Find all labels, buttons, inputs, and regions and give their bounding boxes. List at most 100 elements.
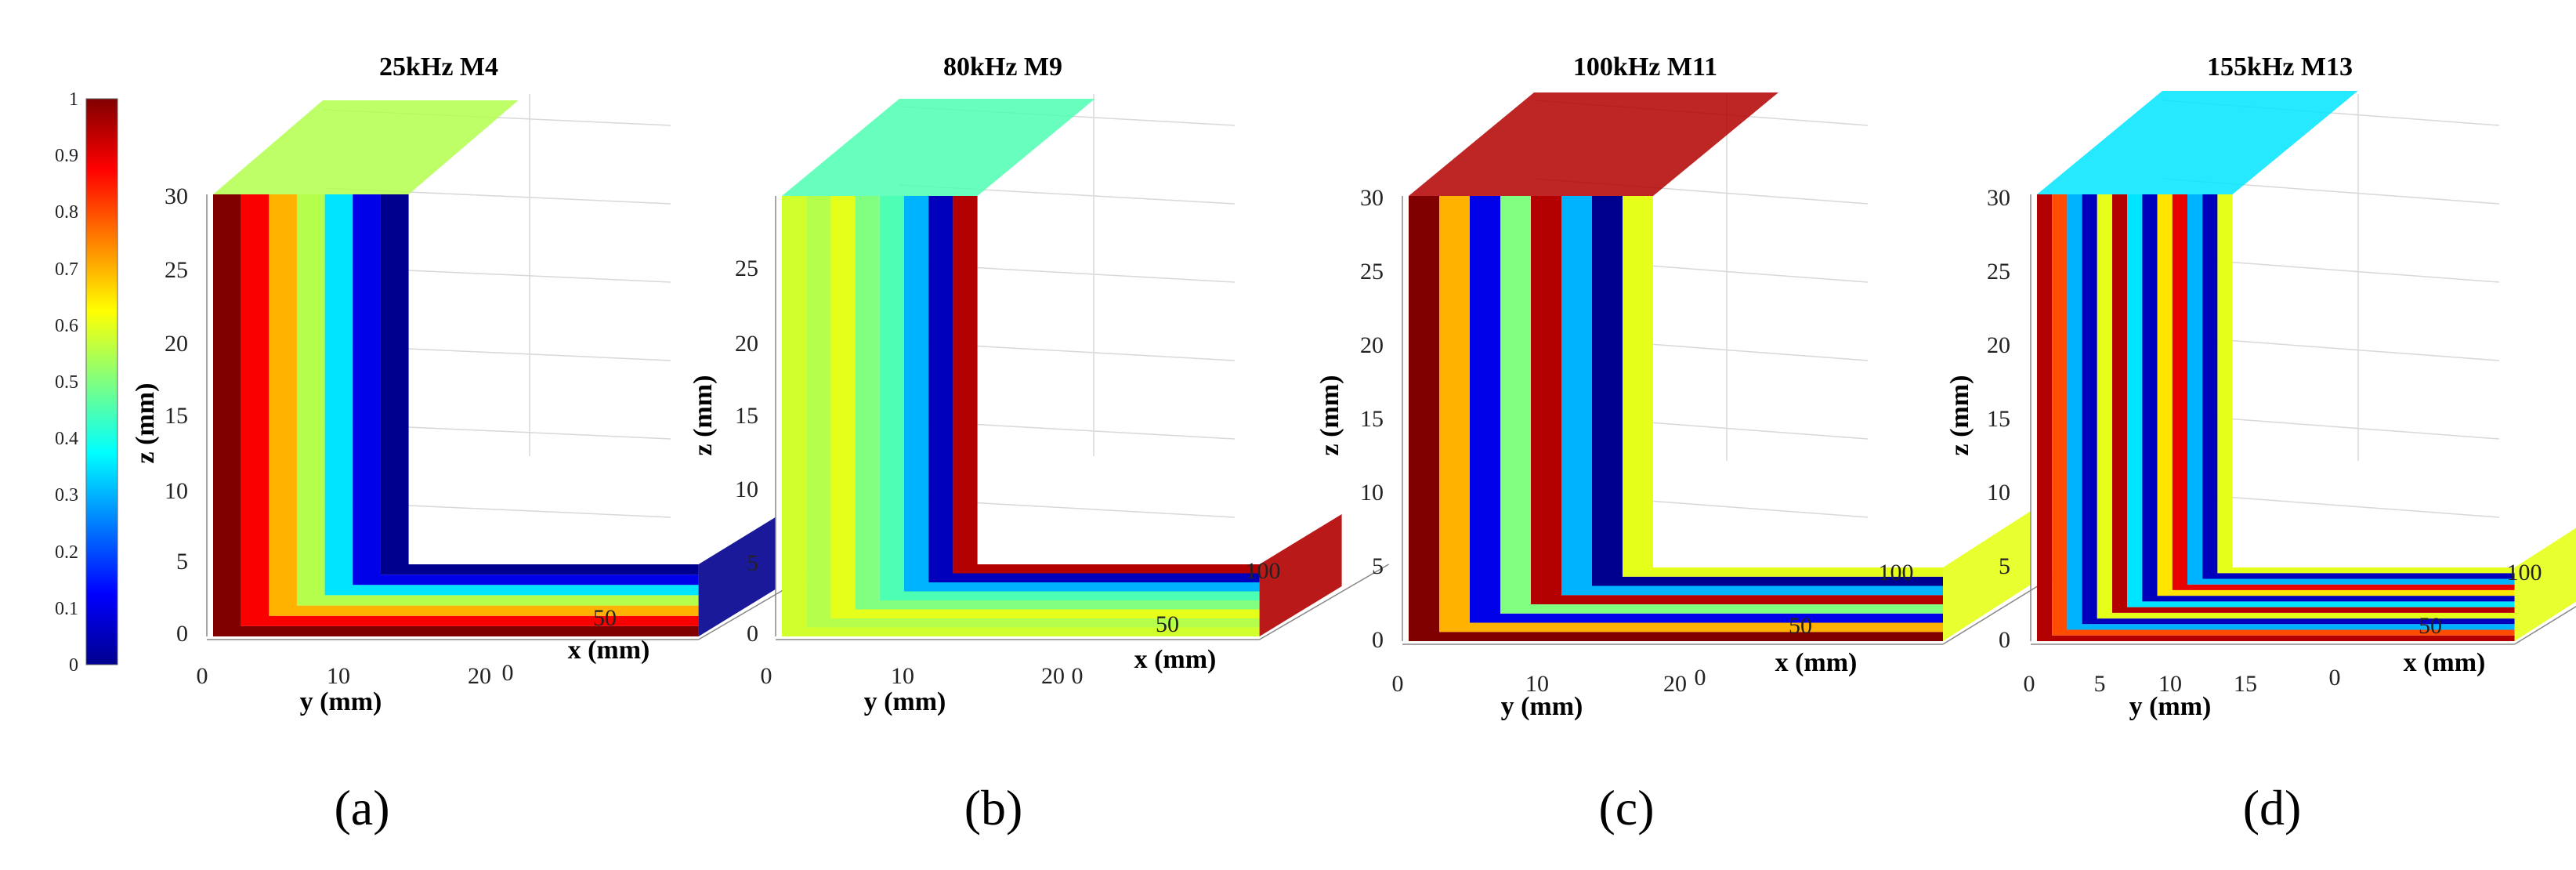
y-axis-label: y (mm) [300,687,382,716]
z-tick: 15 [1360,406,1384,432]
mode-shape-surface [207,100,819,640]
z-tick: 25 [1987,259,2010,285]
y-tick: 0 [197,663,208,689]
x-tick: 100 [1246,558,1281,584]
z-axis-label: z (mm) [1945,375,1974,456]
x-tick: 0 [2329,665,2341,691]
y-tick: 0 [1392,671,1404,697]
z-tick: 0 [1999,627,2010,653]
colorbar-tick: 0 [69,655,78,676]
y-axis-ticks: 0 5 10 15 [2024,671,2258,697]
panel-label: (a) [334,780,389,836]
web-top-face [2037,91,2358,194]
x-tick: 0 [1695,665,1706,691]
y-tick: 10 [1525,671,1549,697]
z-tick: 25 [735,256,758,281]
z-tick: 5 [1372,553,1384,579]
y-tick: 0 [761,663,772,689]
y-axis-label: y (mm) [1501,692,1583,721]
y-tick: 20 [1041,663,1065,689]
x-tick: 50 [2419,613,2442,639]
z-tick: 0 [1372,627,1384,653]
panel-title: 100kHz M11 [1573,53,1717,82]
y-tick: 5 [2094,671,2106,697]
colorbar-ticks: 0 0.1 0.2 0.3 0.4 0.5 0.6 0.7 0.8 0.9 1 [55,89,78,676]
y-tick: 20 [1663,671,1687,697]
panel-label: (d) [2243,780,2302,836]
x-tick: 100 [1879,560,1914,585]
colorbar-gradient [85,98,118,665]
z-axis-ticks: 0 5 10 15 20 25 30 [165,183,188,647]
panel-title: 25kHz M4 [379,53,498,82]
x-tick: 50 [593,605,617,631]
y-tick: 20 [468,663,491,689]
mode-stripe [380,194,699,575]
mode-stripe [953,196,1260,574]
y-axis-ticks: 0 10 20 [197,663,492,689]
y-tick: 15 [2234,671,2257,697]
y-tick: 10 [327,663,350,689]
z-tick: 10 [1987,480,2010,506]
z-axis-label: z (mm) [1315,375,1344,456]
z-tick: 25 [165,257,188,283]
flange-end-face [1259,514,1342,636]
x-axis-line [1259,564,1389,640]
panel-title: 155kHz M13 [2207,53,2353,82]
x-tick: 0 [1072,663,1084,689]
mode-shape-surface [2031,91,2576,645]
x-axis-label: x (mm) [1134,645,1217,674]
colorbar-tick: 0.3 [55,485,78,506]
z-axis-ticks: 0 5 10 15 20 25 30 [1987,185,2010,653]
x-tick: 50 [1789,613,1812,639]
z-tick: 30 [165,183,188,209]
y-axis-ticks: 0 10 20 [1392,671,1688,697]
x-tick: 0 [502,660,514,686]
x-axis-ticks: 0 50 100 [1072,558,1281,689]
mode-shape-surface [1402,92,2082,645]
z-tick: 15 [735,403,758,429]
z-tick: 20 [165,331,188,357]
panel-c: 100kHz M11 0 5 10 15 20 25 30 0 10 20 0 … [1315,53,2082,836]
panel-title: 80kHz M9 [943,53,1062,82]
z-tick: 0 [176,621,188,647]
z-tick: 15 [165,403,188,429]
z-tick: 25 [1360,259,1384,285]
z-axis-label: z (mm) [689,375,718,456]
flange-end-face [698,517,776,636]
y-tick: 0 [2024,671,2035,697]
panel-label: (b) [964,780,1023,836]
z-tick: 20 [1987,332,2010,358]
web-top-face [782,99,1095,196]
x-axis-label: x (mm) [568,636,650,665]
z-axis-label: z (mm) [131,383,160,464]
x-axis-line [2514,606,2576,645]
colorbar-tick: 0.6 [55,316,78,336]
y-axis-label: y (mm) [2129,692,2212,721]
x-axis-label: x (mm) [2404,648,2486,677]
colorbar-tick: 0.5 [55,372,78,393]
flange-end-face [1943,511,2031,641]
colorbar-tick: 0.9 [55,146,78,166]
mode-stripe [2187,194,2515,585]
mode-stripe [1623,196,1943,577]
y-axis-ticks: 0 10 20 [761,663,1065,689]
y-tick: 10 [891,663,914,689]
z-tick: 5 [1999,553,2010,579]
x-axis-ticks: 0 50 100 [1695,560,1914,691]
colorbar-tick: 0.8 [55,202,78,223]
colorbar-tick: 0.7 [55,259,78,280]
web-top-face [1409,92,1778,196]
panel-d: 155kHz M13 0 5 10 15 20 25 30 0 5 10 15 … [1945,53,2576,836]
mode-shape-surface [776,99,1389,640]
y-axis-label: y (mm) [864,687,946,716]
colorbar-tick: 1 [69,89,78,110]
z-tick: 30 [1987,185,2010,211]
z-tick: 0 [747,621,758,647]
x-axis-label: x (mm) [1775,648,1858,677]
x-tick: 100 [2507,560,2542,585]
z-tick: 5 [747,550,758,576]
web-top-face [213,100,519,194]
panel-a: 25kHz M4 0 5 10 15 20 25 30 0 10 20 0 50… [131,53,819,836]
z-tick: 20 [735,331,758,357]
